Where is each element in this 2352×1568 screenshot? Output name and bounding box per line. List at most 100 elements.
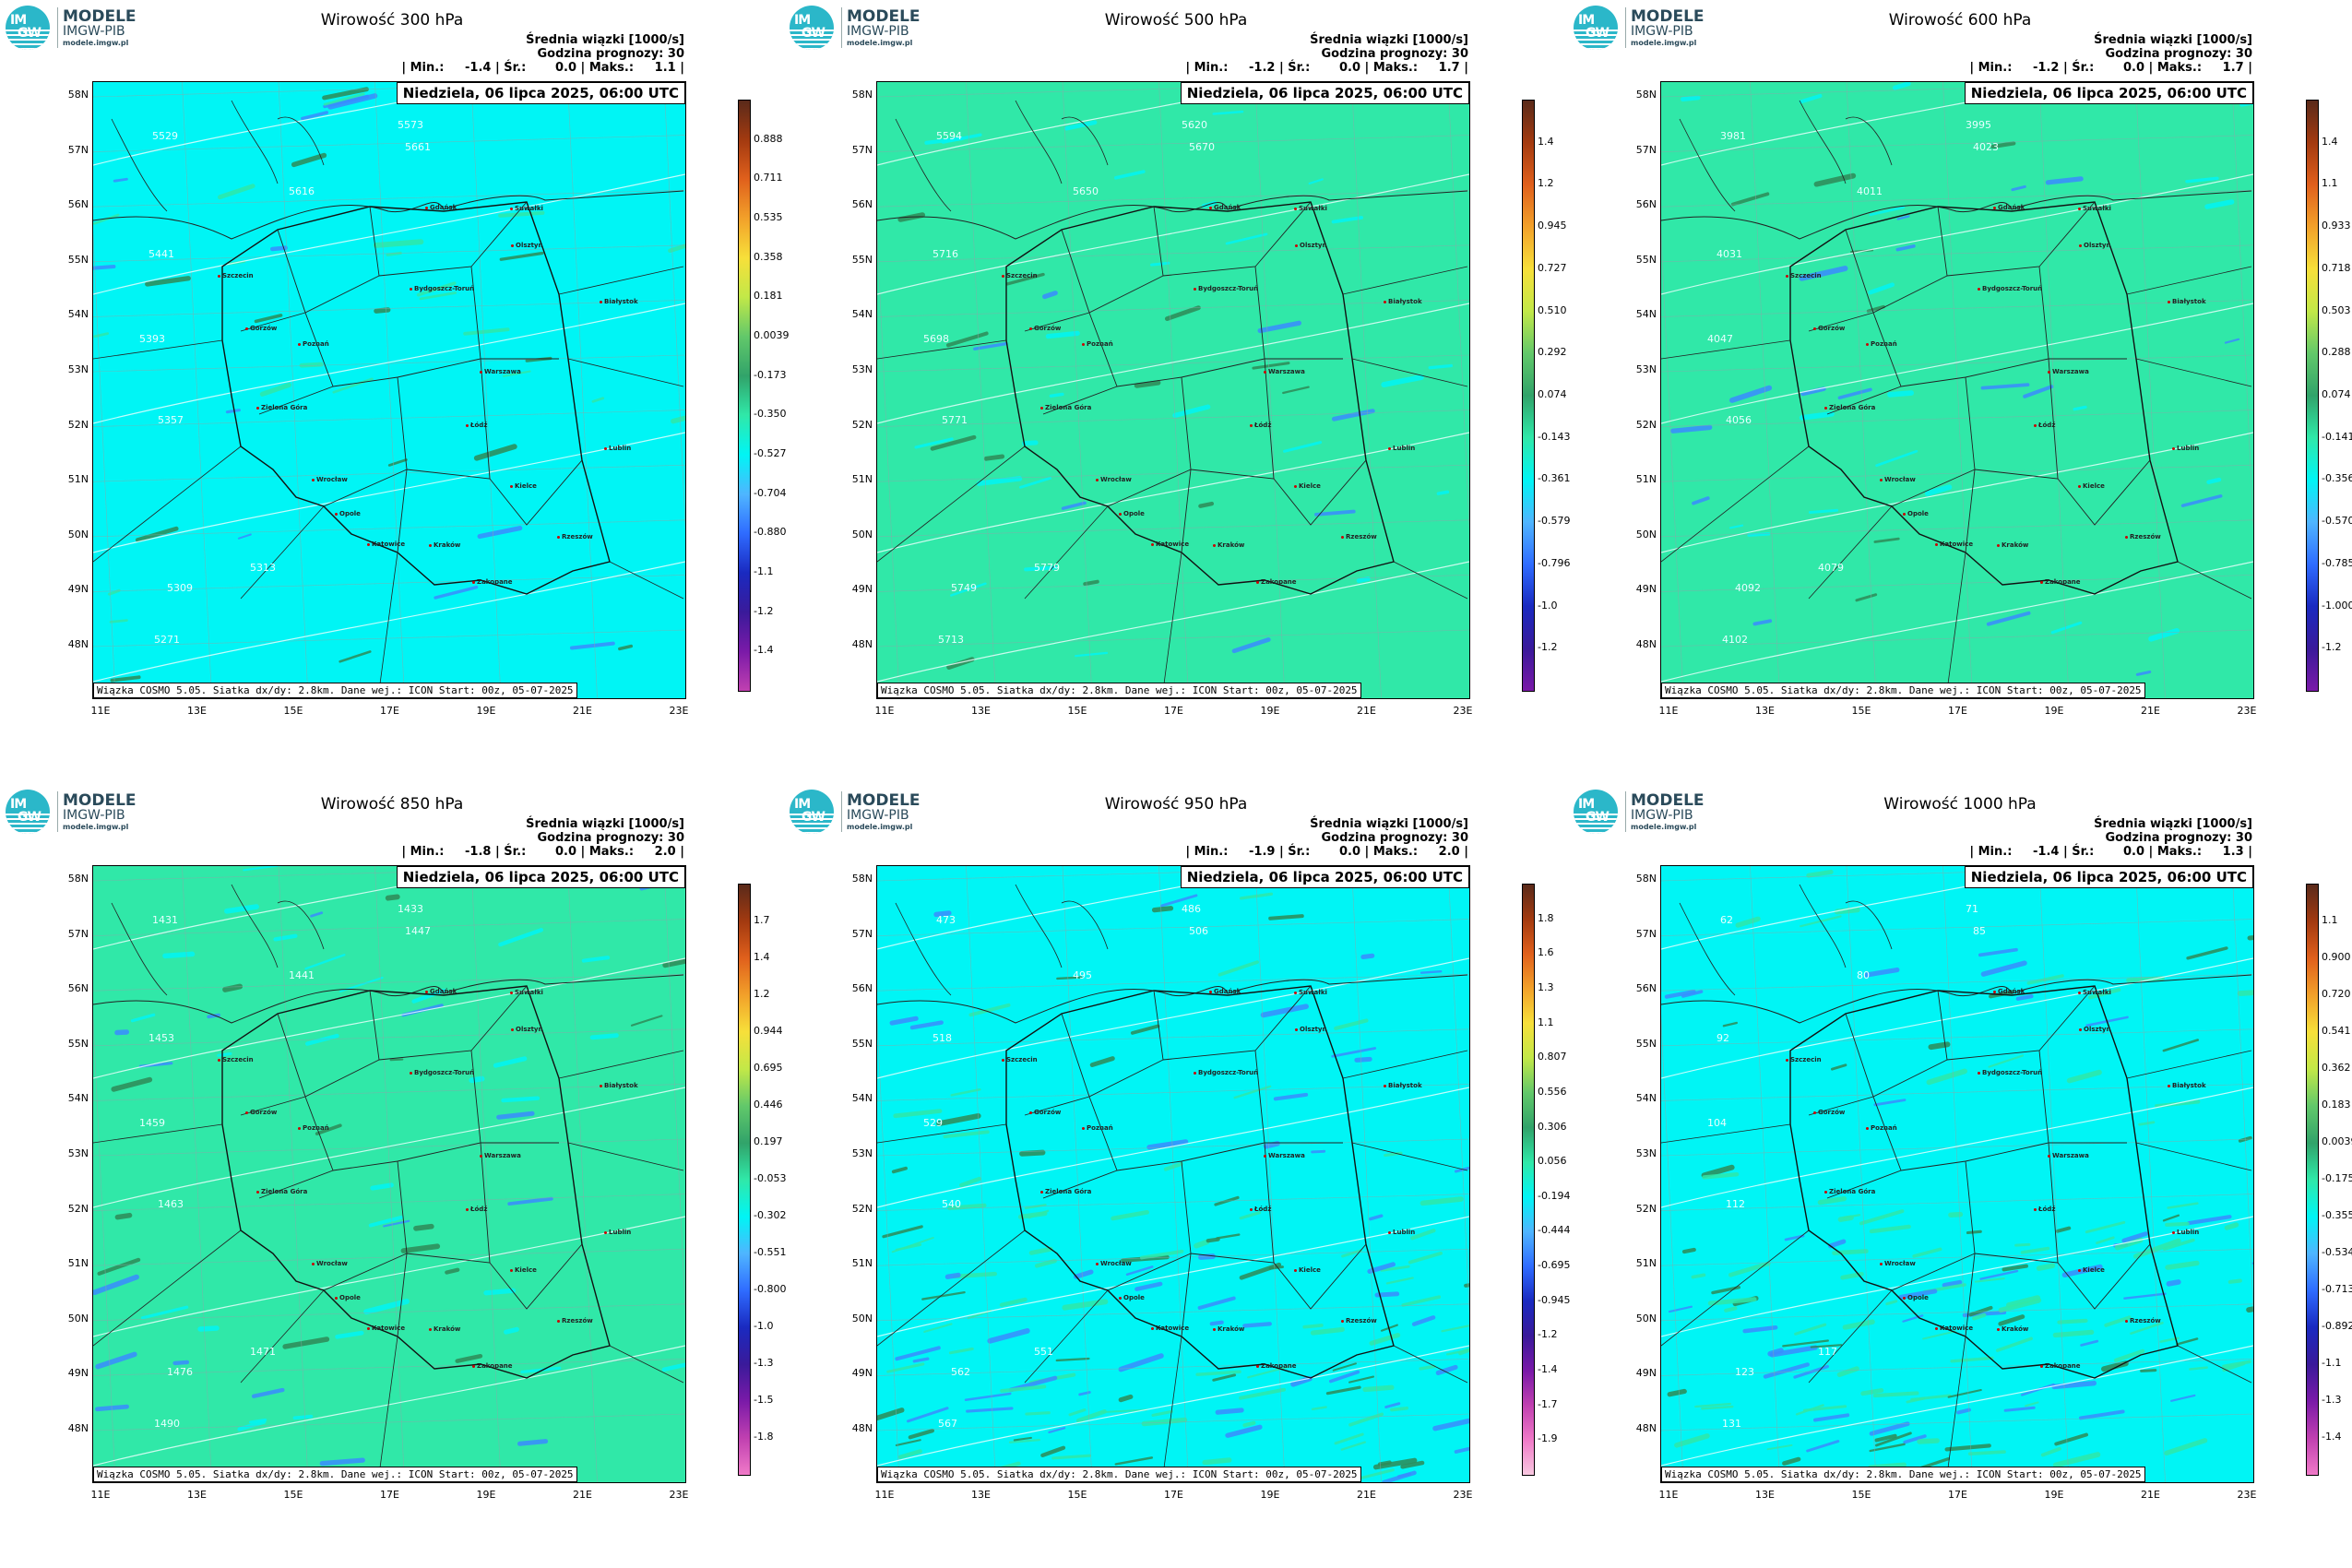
vorticity-streak xyxy=(1062,1299,1109,1311)
colorbar-tick-label: 0.197 xyxy=(754,1135,783,1147)
vorticity-streak xyxy=(145,276,191,287)
vorticity-streak xyxy=(517,1439,549,1446)
height-contour xyxy=(877,957,1469,1079)
vorticity-streak xyxy=(1146,1139,1189,1150)
city-label: Białystok xyxy=(600,1082,638,1089)
vorticity-streak xyxy=(383,1219,410,1228)
geopotential-height-label: 80 xyxy=(1857,969,1870,981)
vorticity-streak xyxy=(1874,1433,1897,1443)
logo-divider xyxy=(1625,7,1626,48)
latitude-label: 50N xyxy=(67,1312,89,1324)
colorbar-tick-label: -1.5 xyxy=(754,1394,774,1406)
colorbar-tick-label: 0.888 xyxy=(754,132,783,145)
colorbar-tick-label: -0.796 xyxy=(1538,556,1571,569)
vorticity-streak xyxy=(291,152,327,168)
geopotential-height-label: 529 xyxy=(923,1117,943,1129)
geopotential-height-label: 123 xyxy=(1735,1366,1754,1378)
city-label: Kraków xyxy=(1212,541,1245,549)
geopotential-height-label: 1441 xyxy=(289,969,315,981)
latitude-label: 50N xyxy=(1635,528,1657,540)
model-credit: Wiązka COSMO 5.05. Siatka dx/dy: 2.8km. … xyxy=(1661,683,2145,698)
forecast-info: Średnia wiązki [1000/s] Godzina prognozy:… xyxy=(2094,817,2252,845)
height-contour xyxy=(1661,432,2253,553)
vorticity-streak xyxy=(2055,1226,2072,1233)
logo-subtitle: IMGW-PIB xyxy=(63,808,125,823)
logo-disc-icon: IM GW xyxy=(790,790,834,834)
forecast-hour-label: Godzina prognozy: 30 xyxy=(2105,831,2252,845)
vorticity-streak xyxy=(1454,1446,1469,1454)
longitude-label: 15E xyxy=(283,1489,303,1501)
latitude-label: 56N xyxy=(1635,198,1657,211)
city-label: Białystok xyxy=(600,298,638,305)
vorticity-streak xyxy=(1694,1402,1731,1408)
vorticity-streak xyxy=(496,1111,535,1120)
longitude-label: 11E xyxy=(874,705,895,717)
vorticity-streak xyxy=(1019,476,1051,489)
logo-url: modele.imgw.pl xyxy=(1631,823,1697,831)
vorticity-streak xyxy=(1875,449,1918,468)
logo-letters-bottom: GW xyxy=(1586,26,1610,41)
logo-letters-top: IM xyxy=(1578,797,1595,812)
colorbar xyxy=(2306,100,2319,692)
vorticity-streak xyxy=(1362,1384,1395,1393)
vorticity-streak xyxy=(1049,392,1064,398)
latitude-label: 50N xyxy=(1635,1312,1657,1324)
city-label: Suwałki xyxy=(1294,205,1327,212)
vorticity-streak xyxy=(2246,1306,2253,1313)
city-label: Białystok xyxy=(1384,1082,1422,1089)
logo-letters-top: IM xyxy=(794,797,811,812)
longitude-line xyxy=(2135,866,2166,1482)
vorticity-streak xyxy=(1164,305,1201,321)
vorticity-streak xyxy=(1722,1021,1738,1028)
vorticity-streak xyxy=(1859,1209,1905,1226)
longitude-line xyxy=(374,866,405,1482)
latitude-label: 51N xyxy=(67,1257,89,1270)
vorticity-streak xyxy=(225,409,241,414)
logo-subtitle: IMGW-PIB xyxy=(847,24,909,39)
longitude-label: 13E xyxy=(187,705,207,717)
vorticity-streak xyxy=(1869,1443,1906,1453)
vorticity-streak xyxy=(1372,1457,1418,1470)
vorticity-streak xyxy=(2166,1279,2181,1287)
vorticity-streak xyxy=(589,1033,619,1040)
vorticity-streak xyxy=(936,1112,981,1127)
geopotential-height-label: 131 xyxy=(1722,1418,1741,1430)
vorticity-streak xyxy=(373,239,424,248)
scandinavia-coast xyxy=(1679,884,1893,996)
height-contour xyxy=(93,866,507,950)
vorticity-streak xyxy=(2222,1360,2251,1369)
vorticity-streak xyxy=(1435,1364,1458,1375)
map-background xyxy=(93,866,685,1482)
geopotential-height-label: 5271 xyxy=(154,634,180,646)
panel-title: Wirowość 1000 hPa xyxy=(1883,795,2037,814)
colorbar-tick-label: -0.350 xyxy=(754,408,787,421)
vorticity-streak xyxy=(2052,1329,2095,1338)
vorticity-streak xyxy=(1282,386,1310,395)
vorticity-streak xyxy=(1667,1388,1687,1397)
vorticity-streak xyxy=(1045,330,1080,339)
vorticity-streak xyxy=(2123,1292,2167,1300)
latitude-label: 54N xyxy=(1635,1092,1657,1105)
colorbar-tick-label: -0.356 xyxy=(2322,472,2352,485)
city-label: Bydgoszcz-Toruń xyxy=(1977,285,2043,292)
vorticity-streak xyxy=(1428,363,1453,370)
logo-url: modele.imgw.pl xyxy=(63,39,129,47)
vorticity-streak xyxy=(1873,537,1900,543)
latitude-label: 48N xyxy=(67,1422,89,1434)
vorticity-streak xyxy=(1747,532,1771,537)
vorticity-streak xyxy=(1742,1325,1778,1334)
height-contour xyxy=(1661,173,2253,295)
forecast-date: Niedziela, 06 lipca 2025, 06:00 UTC xyxy=(1964,82,2253,104)
logo-subtitle: IMGW-PIB xyxy=(63,24,125,39)
vorticity-streak xyxy=(2003,1406,2036,1412)
geopotential-height-label: 117 xyxy=(1818,1346,1837,1358)
city-label: Suwałki xyxy=(510,205,543,212)
forecast-info: Średnia wiązki [1000/s] Godzina prognozy:… xyxy=(526,817,684,845)
logo-title: MODELE xyxy=(63,791,137,810)
longitude-line xyxy=(93,230,116,698)
vorticity-streak xyxy=(1310,1326,1345,1336)
neighbour-borders xyxy=(877,1050,1468,1476)
colorbar-tick-label: -0.534 xyxy=(2322,1246,2352,1258)
longitude-line xyxy=(2231,82,2253,531)
longitude-line xyxy=(93,1014,116,1482)
